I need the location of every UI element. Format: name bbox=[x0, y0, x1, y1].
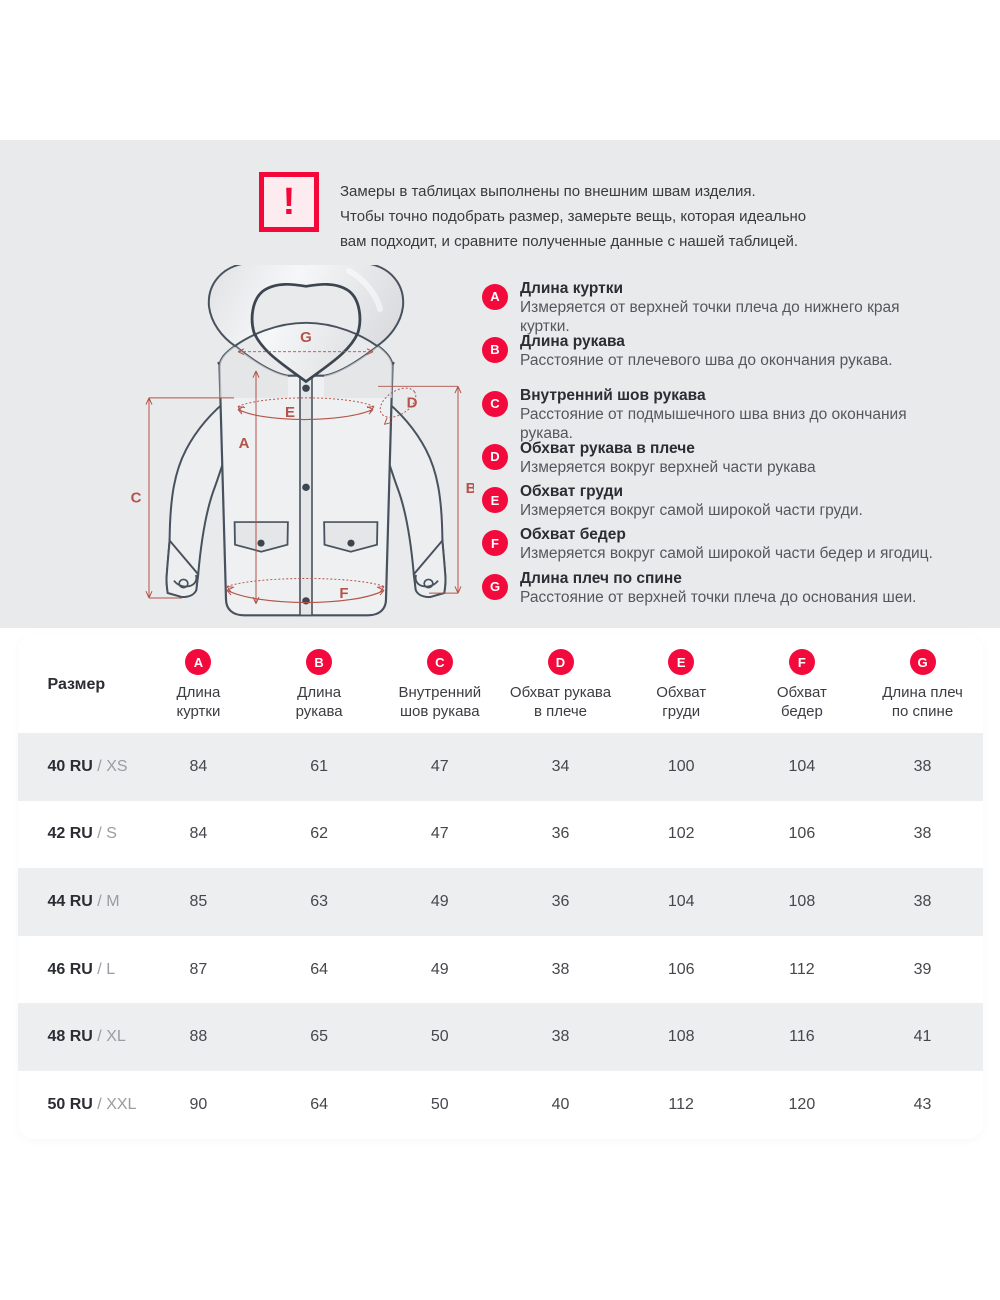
svg-text:F: F bbox=[339, 586, 348, 602]
svg-text:A: A bbox=[239, 436, 250, 452]
svg-text:B: B bbox=[466, 481, 474, 497]
svg-text:G: G bbox=[300, 330, 312, 346]
svg-text:E: E bbox=[285, 405, 295, 421]
svg-text:C: C bbox=[131, 491, 142, 507]
svg-text:D: D bbox=[407, 396, 418, 412]
